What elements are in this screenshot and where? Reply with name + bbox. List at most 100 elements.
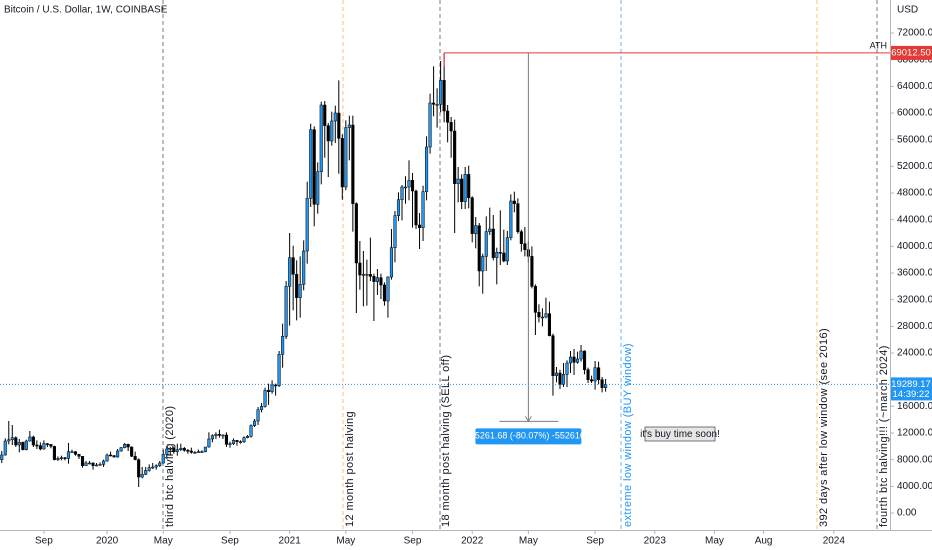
candle-body [442, 80, 446, 112]
candle-body [102, 460, 106, 465]
candle-body [523, 243, 527, 250]
candle-body [3, 440, 7, 456]
candle-body [168, 448, 172, 450]
candle-body [161, 454, 165, 464]
annotation-text: 12 month post halving [344, 411, 356, 527]
candle-body [45, 443, 49, 445]
candle-body [319, 104, 323, 172]
candle-body [340, 138, 344, 188]
candle-body [337, 112, 341, 139]
candle-body [477, 225, 481, 272]
candle-body [537, 312, 541, 318]
candle-body [446, 110, 450, 123]
candle-body [189, 450, 193, 453]
x-tick-label: Sep [586, 536, 604, 547]
x-tick-label: May [519, 536, 538, 547]
y-tick-label: 12000.00 [897, 428, 932, 439]
candle-body [509, 200, 513, 238]
candle-body [277, 354, 281, 386]
y-tick-label: 72000.00 [897, 28, 932, 39]
annotation-text: extreme low window (BUY window) [622, 343, 634, 527]
candle-body [98, 464, 102, 466]
candle-body [130, 446, 134, 457]
note-box [644, 426, 716, 442]
candle-body [333, 112, 337, 122]
candle-body [193, 452, 197, 454]
candle-body [470, 197, 474, 234]
candle-body [52, 446, 56, 460]
annotation-text: fourth btc halving!!! (~march 2024) [878, 345, 890, 527]
candle-body [119, 447, 123, 452]
candle-body [38, 445, 42, 450]
annotation-text: third btc halving (2020) [164, 406, 176, 528]
candle-body [235, 440, 239, 442]
candle-body [214, 434, 218, 436]
ath-tag [891, 45, 932, 60]
y-tick-label: 28000.00 [897, 321, 932, 332]
candle-body [73, 451, 78, 455]
candle-body [123, 444, 127, 448]
candle-body [533, 286, 537, 313]
y-axis-label: USD [897, 5, 918, 16]
candle-body [400, 186, 404, 200]
candle-body [56, 458, 60, 460]
candle-body [463, 174, 467, 202]
candle-body [439, 80, 443, 105]
candle-body [263, 390, 267, 407]
candle-body [512, 200, 516, 204]
candle-body [207, 438, 211, 448]
candle-body [330, 120, 334, 142]
candle-body [298, 284, 302, 298]
note-text: it's buy time soon! [640, 429, 720, 440]
candle-body [231, 440, 236, 444]
ath-text: ATH [870, 40, 887, 50]
candle-body [379, 277, 383, 286]
candle-body [421, 191, 425, 228]
candle-body [365, 274, 369, 276]
candles [0, 52, 608, 487]
y-tick-label: 0.00 [897, 508, 917, 519]
candle-body [572, 356, 576, 363]
candle-body [312, 129, 316, 205]
candle-body [224, 434, 228, 445]
candle-body [14, 437, 18, 446]
y-tick-label: 32000.00 [897, 294, 932, 305]
candle-body [144, 470, 148, 475]
candle-body [575, 358, 580, 363]
candle-body [347, 124, 351, 128]
candle-body [91, 462, 95, 466]
candle-body [565, 362, 569, 375]
candle-body [396, 199, 401, 216]
candle-body [558, 372, 562, 385]
candle-body [31, 436, 35, 446]
candle-body [77, 454, 81, 457]
candle-body [172, 448, 176, 452]
candle-body [323, 104, 327, 126]
candle-body [17, 442, 21, 446]
candle-body [358, 262, 362, 276]
candle-body [410, 180, 415, 192]
candle-body [196, 451, 200, 453]
candle-body [460, 178, 464, 202]
candle-body [288, 257, 292, 287]
candle-body [126, 444, 130, 448]
y-tick-label: 40000.00 [897, 241, 932, 252]
candle-body [491, 228, 495, 258]
candle-body [361, 274, 365, 276]
candle-body [590, 379, 594, 382]
candle-body [597, 367, 601, 380]
ath-tag-label: 69012.50 [891, 47, 931, 58]
annotation-text: 18 month post halving (SELL off) [440, 355, 452, 527]
candle-body [449, 122, 453, 132]
candle-body [182, 448, 186, 451]
annotation-text: 392 days after low window (see 2016) [818, 328, 830, 527]
candle-body [21, 442, 25, 450]
candle-body [158, 462, 162, 466]
candle-body [217, 434, 221, 436]
last-price-label: 19289.17 [891, 379, 931, 390]
candle-body [375, 277, 379, 282]
candle-body [133, 456, 137, 460]
chart-title: Bitcoin / U.S. Dollar, 1W, COINBASE [4, 5, 168, 16]
